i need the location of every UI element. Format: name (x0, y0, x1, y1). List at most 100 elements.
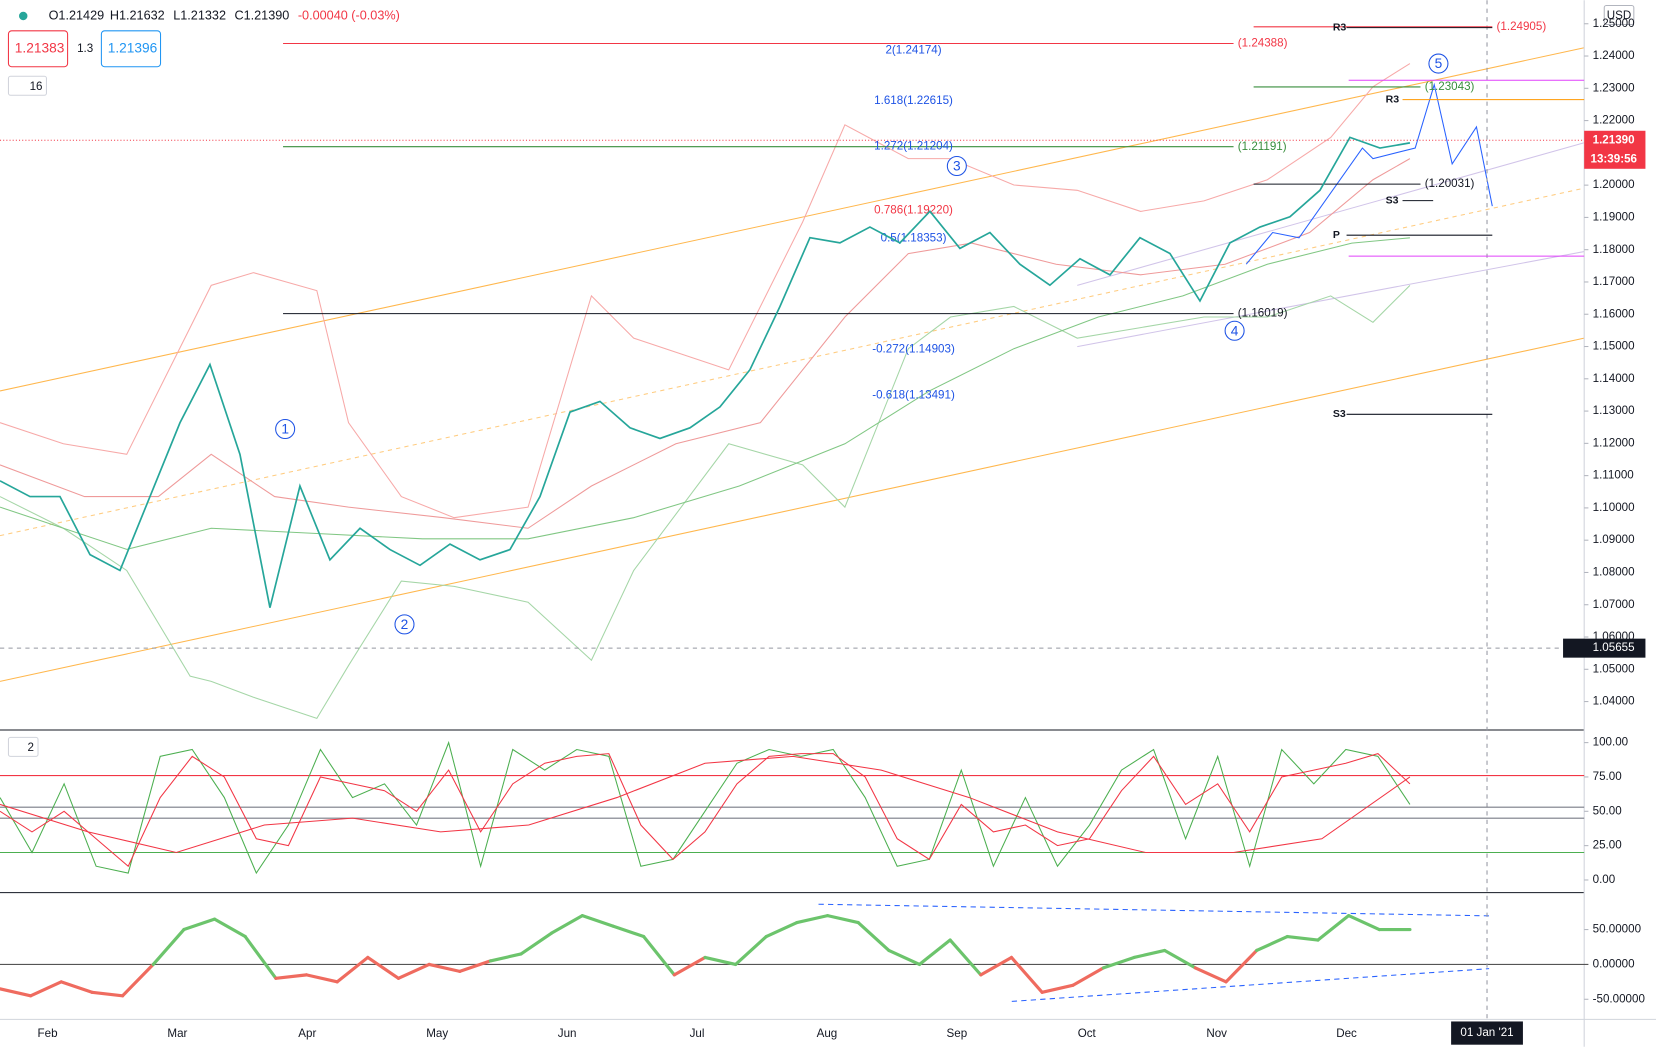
bid[interactable]: 1.21383 (15, 40, 65, 55)
x-tick-label: Feb (38, 1027, 58, 1040)
y-tick-label: 1.18000 (1593, 243, 1635, 256)
crosshair-tag (1563, 638, 1646, 658)
buy-button[interactable] (100, 30, 162, 68)
wave-label: 5 (1435, 56, 1443, 71)
pivot-label: S3 (1386, 194, 1399, 206)
last-price: 1.21390 (1593, 133, 1635, 146)
oscillator-segment (1285, 934, 1320, 942)
oscillator-segment (917, 938, 952, 967)
wave-circle (1224, 320, 1245, 341)
y-tick-label: 1.10000 (1593, 501, 1635, 514)
y-tick-label: 75.00 (1593, 770, 1622, 783)
wave-label: 1 (281, 422, 289, 437)
level-label: (1.23043) (1425, 80, 1475, 93)
panel-label[interactable]: 2 (27, 741, 33, 754)
change: -0.00040 (-0.03%) (298, 8, 400, 22)
oscillator-segment (1009, 955, 1044, 994)
level-label: (1.24905) (1497, 20, 1547, 33)
divergence-lines (818, 903, 1490, 1002)
currency[interactable]: USD (1607, 9, 1632, 22)
spread: 1.3 (77, 42, 93, 55)
x-tick-label: Oct (1078, 1027, 1097, 1040)
y-tick-label: 1.19000 (1593, 210, 1635, 223)
low: L1.21332 (173, 8, 226, 22)
oscillator-segment (335, 955, 370, 984)
panel-toggle[interactable] (7, 75, 47, 96)
x-tick-label: Apr (298, 1027, 316, 1040)
y-tick-label: 1.20000 (1593, 178, 1635, 191)
pivot-label: R3 (1333, 21, 1347, 33)
fib-label: 1.618(1.22615) (874, 94, 953, 107)
x-tick-label: Jun (558, 1027, 577, 1040)
fib-label: 0.786(1.19220) (874, 203, 953, 216)
fib-label: -0.618(1.13491) (872, 388, 955, 401)
oscillator-segment (59, 980, 94, 994)
oscillator-segment (672, 955, 707, 977)
oscillator-segment (151, 927, 186, 967)
pivot-label: R3 (1386, 93, 1400, 105)
date-marker-box (1451, 1021, 1523, 1045)
oscillator-segment (611, 924, 646, 939)
sell-button[interactable] (7, 30, 69, 68)
oscillator-segment (825, 914, 860, 925)
oscillator-segment (90, 990, 125, 998)
oscillator-segment (212, 917, 247, 939)
oscillator-segment (29, 980, 63, 998)
wave-circle (1428, 53, 1449, 74)
wave-circle (275, 418, 296, 440)
oscillator-segment (519, 931, 554, 956)
fib-label: 1.272(1.21204) (874, 139, 953, 152)
panel-toggle[interactable] (7, 736, 39, 757)
y-tick-label: 1.11000 (1593, 469, 1634, 482)
oscillator-segment (427, 962, 462, 973)
channel-lines (0, 47, 1585, 719)
oscillator-segment (642, 934, 676, 977)
y-tick-label: 0.00000 (1593, 957, 1635, 970)
y-tick-label: 1.09000 (1593, 533, 1635, 546)
series-line (0, 753, 1411, 868)
x-tick-label: Mar (167, 1027, 187, 1040)
panel-label[interactable]: 16 (30, 80, 43, 93)
ask[interactable]: 1.21396 (108, 40, 158, 55)
oscillator-segment (1224, 948, 1259, 984)
wave-label: 4 (1231, 323, 1239, 338)
oscillator-segment (366, 955, 401, 980)
oscillator-segment (703, 955, 738, 967)
y-tick-label: 1.12000 (1593, 436, 1635, 449)
wave-label: 3 (953, 159, 961, 174)
wave-label: 2 (401, 617, 409, 632)
header: O1.21429 H1.21632 L1.21332 C1.21390 -0.0… (7, 4, 1635, 757)
x-tick-label: May (426, 1027, 448, 1040)
y-tick-label: 1.25000 (1593, 17, 1635, 30)
oscillator-segment (274, 973, 309, 980)
series-line (0, 136, 1411, 608)
oscillator-segment (304, 973, 339, 984)
y-tick-label: 25.00 (1593, 839, 1622, 852)
level-label: (1.24388) (1238, 37, 1288, 50)
oscillator-segment (458, 959, 492, 973)
y-tick-label: 50.00 (1593, 804, 1622, 817)
level-label: (1.21191) (1238, 140, 1287, 153)
pivot-label: P (1333, 229, 1340, 241)
y-tick-label: 0.00 (1593, 873, 1616, 886)
x-tick-label: Sep (947, 1027, 968, 1040)
y-tick-label: 1.15000 (1593, 340, 1635, 353)
level-label: (1.16019) (1238, 307, 1288, 320)
oscillator-segment (396, 962, 431, 980)
fib-label: 2(1.24174) (885, 43, 941, 56)
y-tick-label: 1.04000 (1593, 695, 1635, 708)
oscillator-segment (1071, 966, 1106, 987)
series-line (0, 740, 1411, 875)
oscillator-segment (734, 934, 768, 967)
oscillator-segment (580, 914, 615, 928)
oscillator-segment (856, 921, 891, 953)
open: O1.21429 (49, 8, 105, 22)
currency-box[interactable] (1603, 4, 1635, 26)
y-tick-label: 1.05000 (1593, 662, 1635, 675)
oscillator-segment (979, 955, 1014, 977)
y-tick-label: 1.08000 (1593, 566, 1635, 579)
wave-circle (394, 614, 415, 635)
y-tick-label: 1.13000 (1593, 404, 1635, 417)
x-tick-label: Aug (817, 1027, 838, 1040)
